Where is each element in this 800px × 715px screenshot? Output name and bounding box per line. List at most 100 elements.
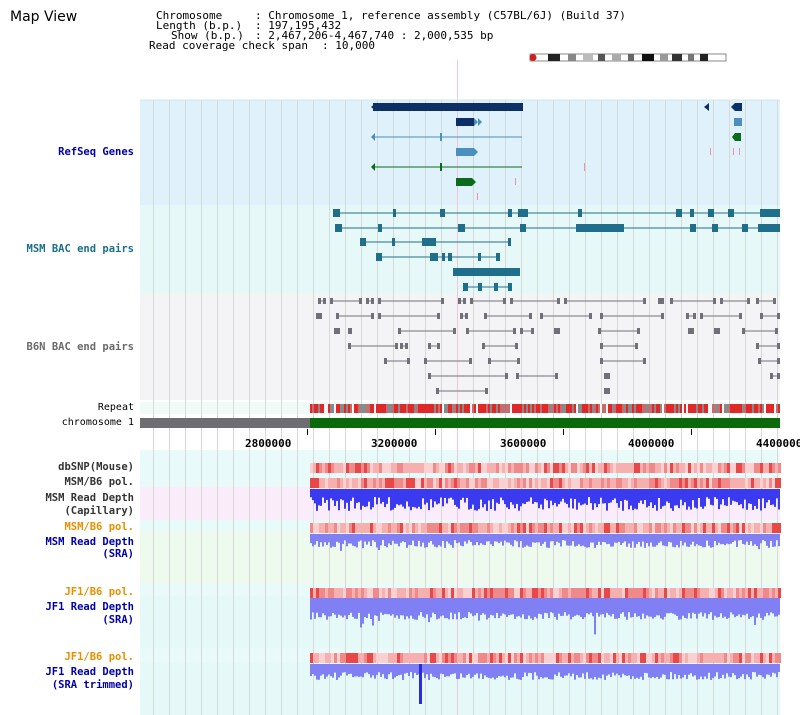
jf1-b6-pol-heat-cell [733, 588, 736, 598]
dbsnp-heat-cell [565, 463, 568, 473]
msm-depth-capillary-bar [424, 489, 426, 505]
ideogram-band [598, 54, 605, 61]
msm-depth-capillary-bar [498, 489, 500, 504]
track-label-msm-depth-sra[interactable]: MSM Read Depth [45, 536, 134, 548]
repeat-block [570, 404, 572, 413]
track-label-repeat[interactable]: Repeat [97, 402, 134, 413]
jf1-depth-sra-bar [314, 598, 316, 619]
msm-depth-sra-bar [740, 534, 742, 541]
repeat-block [686, 404, 688, 413]
msm-depth-capillary-bar [362, 489, 364, 506]
jf1-depth-trimmed-bar [380, 664, 382, 677]
msm-b6-pol-sra-heat-cell [538, 523, 541, 533]
msm-depth-sra-bar [690, 534, 692, 545]
msm-b6-pol-sra-heat-cell [493, 523, 496, 533]
msm-depth-capillary-bar [592, 489, 594, 510]
jf1-b6-pol-heat-cell [340, 588, 343, 598]
dbsnp-heat-cell [604, 463, 607, 473]
msm-depth-capillary-bar [680, 489, 682, 500]
track-label-chromosome[interactable]: chromosome 1 [61, 417, 134, 428]
track-label-jf1-depth-sra-sub: (SRA) [102, 614, 134, 626]
jf1-depth-trimmed-bar [370, 664, 372, 678]
jf1-b6-pol-heat-cell [433, 588, 436, 598]
jf1-depth-sra-bar [590, 598, 592, 613]
jf1-depth-sra-bar [324, 598, 326, 616]
track-label-jf1-depth-sra[interactable]: JF1 Read Depth [45, 601, 134, 613]
jf1-depth-sra-bar [576, 598, 578, 615]
msm-b6-pol-sra-heat-cell [610, 523, 613, 533]
dbsnp-heat-cell [379, 463, 382, 473]
track-label-refseq-genes[interactable]: RefSeq Genes [58, 146, 134, 158]
jf1-depth-sra-bar [366, 598, 368, 619]
jf1-b6-pol-heat-cell [445, 588, 448, 598]
repeat-block [310, 404, 312, 413]
jf1-b6-pol-trimmed-heat-cell [574, 653, 577, 663]
jf1-b6-pol-trimmed-heat-cell [427, 653, 430, 663]
track-label-jf1-b6-pol-trimmed[interactable]: JF1/B6 pol. [64, 651, 134, 663]
jf1-depth-sra-bar [660, 598, 662, 619]
refseq-tick [584, 163, 585, 171]
jf1-b6-pol-trimmed-heat-cell [334, 653, 337, 663]
msm-b6-pol-sra-heat-cell [556, 523, 559, 533]
dbsnp-heat-cell [613, 463, 616, 473]
msm-depth-capillary-bar [774, 489, 776, 507]
jf1-depth-trimmed-bar [538, 664, 540, 680]
repeat-block [742, 404, 744, 413]
jf1-depth-sra-bar [444, 598, 446, 619]
repeat-block [318, 404, 320, 413]
track-label-msm-b6-pol-capillary[interactable]: MSM/B6 pol. [64, 476, 134, 488]
jf1-b6-pol-heat-cell [412, 588, 415, 598]
jf1-depth-trimmed-bar [580, 664, 582, 678]
jf1-depth-sra-bar [718, 598, 720, 617]
jf1-depth-trimmed-bar [550, 664, 552, 680]
jf1-depth-sra-bar [404, 598, 406, 620]
jf1-depth-trimmed-bar [316, 664, 318, 680]
msm-depth-sra-bar [364, 534, 366, 542]
repeat-block [758, 404, 760, 413]
jf1-depth-sra-bar [612, 598, 614, 614]
msm-depth-capillary-bar [510, 489, 512, 503]
repeat-block [584, 404, 586, 413]
track-label-msm-bac[interactable]: MSM BAC end pairs [26, 243, 134, 255]
jf1-depth-trimmed-bar [712, 664, 714, 679]
track-label-msm-depth-capillary[interactable]: MSM Read Depth [45, 492, 134, 504]
jf1-depth-sra-bar [558, 598, 560, 614]
msm-depth-capillary-bar [340, 489, 342, 500]
jf1-b6-pol-heat-cell [427, 588, 430, 598]
jf1-depth-trimmed-bar [462, 664, 464, 678]
msm-bac-end [508, 209, 512, 217]
jf1-b6-pol-heat-cell [580, 588, 583, 598]
msm-depth-capillary-bar [504, 489, 506, 505]
jf1-depth-trimmed-bar [472, 664, 474, 677]
b6n-bac-end [713, 298, 716, 304]
track-label-jf1-depth-trimmed[interactable]: JF1 Read Depth [45, 666, 134, 678]
jf1-b6-pol-heat-cell [508, 588, 511, 598]
jf1-depth-trimmed-bar [332, 664, 334, 678]
msm-depth-sra-bar [752, 534, 754, 546]
msm-depth-sra-bar [350, 534, 352, 544]
track-label-jf1-b6-pol-sra[interactable]: JF1/B6 pol. [64, 586, 134, 598]
jf1-depth-sra-bar [552, 598, 554, 614]
jf1-depth-sra-bar [542, 598, 544, 619]
jf1-b6-pol-trimmed-heat-cell [454, 653, 457, 663]
jf1-depth-sra-bar [696, 598, 698, 619]
track-label-b6n-bac[interactable]: B6N BAC end pairs [26, 341, 134, 353]
jf1-depth-trimmed-bar [386, 664, 388, 680]
repeat-block [326, 404, 328, 413]
msm-b6-pol-sra-heat-cell [460, 523, 463, 533]
jf1-depth-trimmed-bar [734, 664, 736, 676]
jf1-depth-sra-bar [470, 598, 472, 614]
b6n-bac-end [458, 298, 461, 304]
msm-depth-sra-bar [554, 534, 556, 546]
chromosome-ideogram[interactable] [528, 52, 728, 63]
track-label-msm-b6-pol-sra[interactable]: MSM/B6 pol. [64, 521, 134, 533]
jf1-depth-trimmed-bar [390, 664, 392, 673]
jf1-b6-pol-heat-cell [709, 588, 712, 598]
msm-depth-capillary-bar [516, 489, 518, 504]
b6n-bac-end [531, 328, 534, 334]
msm-b6-pol-heat-cell [709, 478, 712, 488]
track-label-dbsnp[interactable]: dbSNP(Mouse) [58, 461, 134, 473]
msm-depth-sra-bar [420, 534, 422, 547]
